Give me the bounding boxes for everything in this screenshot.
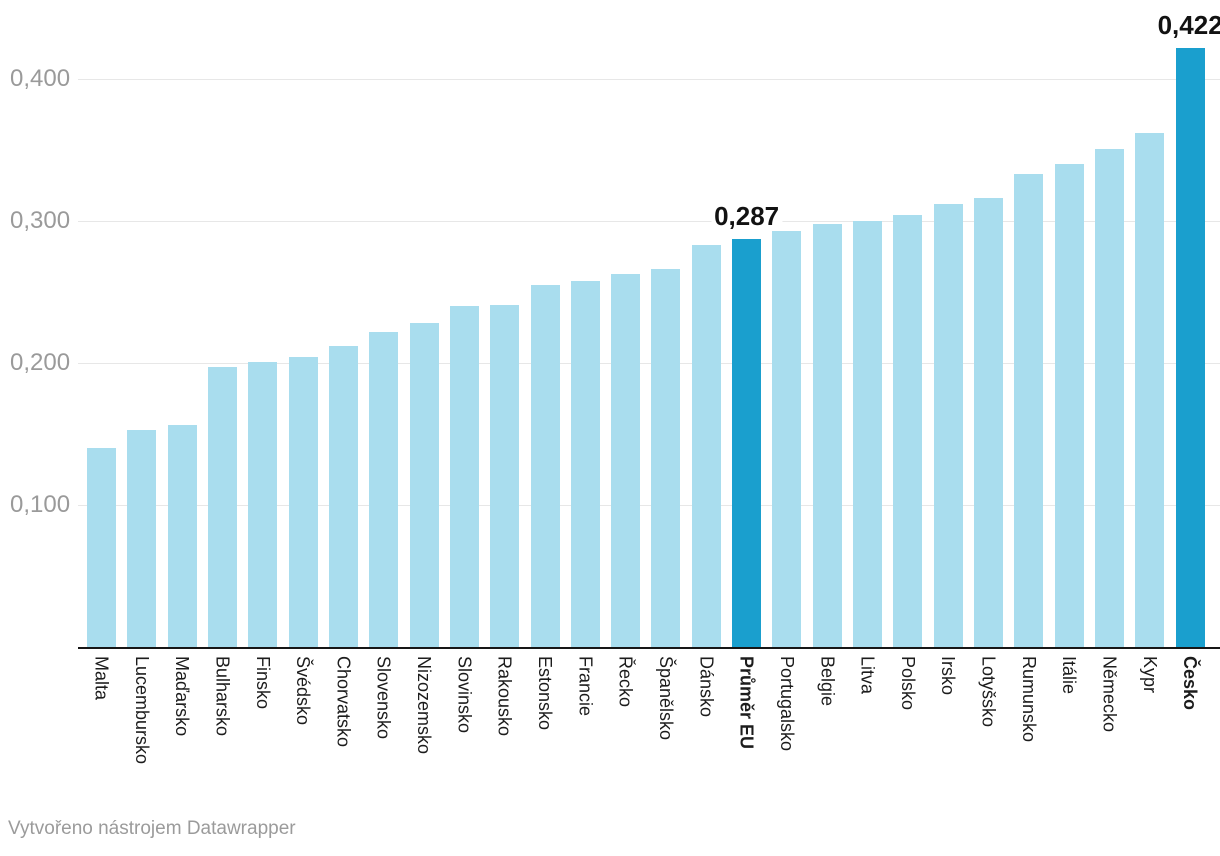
y-gridline-0-400 [78, 79, 1220, 80]
x-axis-label-polsko: Polsko [897, 656, 918, 711]
x-axis-label-cesko: Česko [1180, 656, 1201, 711]
x-axis-label-rakousko: Rakousko [494, 656, 515, 737]
bar-belgie[interactable] [812, 223, 842, 647]
x-axis-label-nemecko: Německo [1099, 656, 1120, 733]
bar-nemecko[interactable] [1095, 148, 1124, 647]
x-axis-label-lucembursko: Lucembursko [131, 656, 152, 765]
x-axis-label-kypr: Kypr [1139, 656, 1160, 694]
bar-finsko[interactable] [248, 361, 278, 647]
bar-spanelsko[interactable] [651, 269, 681, 647]
y-axis-tick-label: 0,100 [10, 491, 71, 518]
bar-slovensko[interactable] [369, 331, 399, 647]
x-axis-label-spanelsko: Španělsko [655, 656, 676, 741]
value-label-prumer-eu: 0,287 [711, 201, 783, 232]
x-axis-line [78, 647, 1220, 649]
x-axis-label-irsko: Irsko [938, 656, 959, 696]
x-axis-label-estonsko: Estonsko [535, 656, 556, 731]
y-axis-tick-label: 0,200 [10, 349, 71, 376]
bar-rumunsko[interactable] [1014, 174, 1044, 647]
x-axis-label-prumer-eu: Průměr EU [736, 656, 757, 750]
bar-cesko[interactable] [1175, 47, 1205, 647]
bar-recko[interactable] [611, 273, 641, 647]
bar-slovinsko[interactable] [449, 306, 479, 647]
x-axis-label-slovinsko: Slovinsko [454, 656, 475, 734]
bar-malta[interactable] [87, 448, 116, 647]
datawrapper-attribution-link[interactable]: Vytvořeno nástrojem Datawrapper [8, 818, 296, 839]
bar-polsko[interactable] [893, 215, 923, 647]
bar-prumer-eu[interactable] [732, 239, 762, 647]
bar-estonsko[interactable] [530, 284, 560, 647]
bar-nizozemsko[interactable] [409, 323, 439, 647]
bar-dansko[interactable] [691, 245, 721, 647]
x-axis-label-portugalsko: Portugalsko [776, 656, 797, 752]
bar-kypr[interactable] [1135, 132, 1165, 647]
x-axis-label-rumunsko: Rumunsko [1018, 656, 1039, 743]
bar-francie[interactable] [570, 280, 600, 647]
x-axis-label-recko: Řecko [615, 656, 636, 708]
bar-rakousko[interactable] [490, 304, 520, 647]
y-gridline-0-200 [78, 363, 1220, 364]
x-axis-label-madarsko: Maďarsko [172, 656, 193, 737]
x-axis-label-nizozemsko: Nizozemsko [414, 656, 435, 755]
y-axis-tick-label: 0,300 [10, 207, 71, 234]
x-axis-label-lotyssko: Lotyšsko [978, 656, 999, 728]
x-axis-label-litva: Litva [857, 656, 878, 695]
x-axis-label-slovensko: Slovensko [373, 656, 394, 740]
bar-lotyssko[interactable] [974, 198, 1004, 647]
bar-litva[interactable] [853, 221, 883, 647]
bar-bulharsko[interactable] [207, 367, 237, 647]
bar-chorvatsko[interactable] [328, 345, 358, 647]
x-axis-label-francie: Francie [575, 656, 596, 717]
x-axis-label-italie: Itálie [1059, 656, 1080, 695]
bar-lucembursko[interactable] [127, 429, 157, 647]
y-gridline-0-100 [78, 505, 1220, 506]
value-label-cesko: 0,422 [1154, 9, 1220, 40]
x-axis-label-dansko: Dánsko [696, 656, 717, 718]
bar-portugalsko[interactable] [772, 230, 802, 647]
x-axis-label-svedsko: Švédsko [293, 656, 314, 726]
x-axis-label-belgie: Belgie [817, 656, 838, 707]
y-axis-tick-label: 0,400 [10, 65, 71, 92]
x-axis-label-malta: Malta [91, 656, 112, 701]
bar-irsko[interactable] [933, 203, 963, 647]
bar-italie[interactable] [1054, 164, 1084, 647]
x-axis-label-finsko: Finsko [252, 656, 273, 710]
bar-madarsko[interactable] [167, 425, 197, 647]
bar-svedsko[interactable] [288, 357, 318, 647]
x-axis-label-chorvatsko: Chorvatsko [333, 656, 354, 748]
x-axis-label-bulharsko: Bulharsko [212, 656, 233, 737]
y-gridline-0-300 [78, 221, 1220, 222]
